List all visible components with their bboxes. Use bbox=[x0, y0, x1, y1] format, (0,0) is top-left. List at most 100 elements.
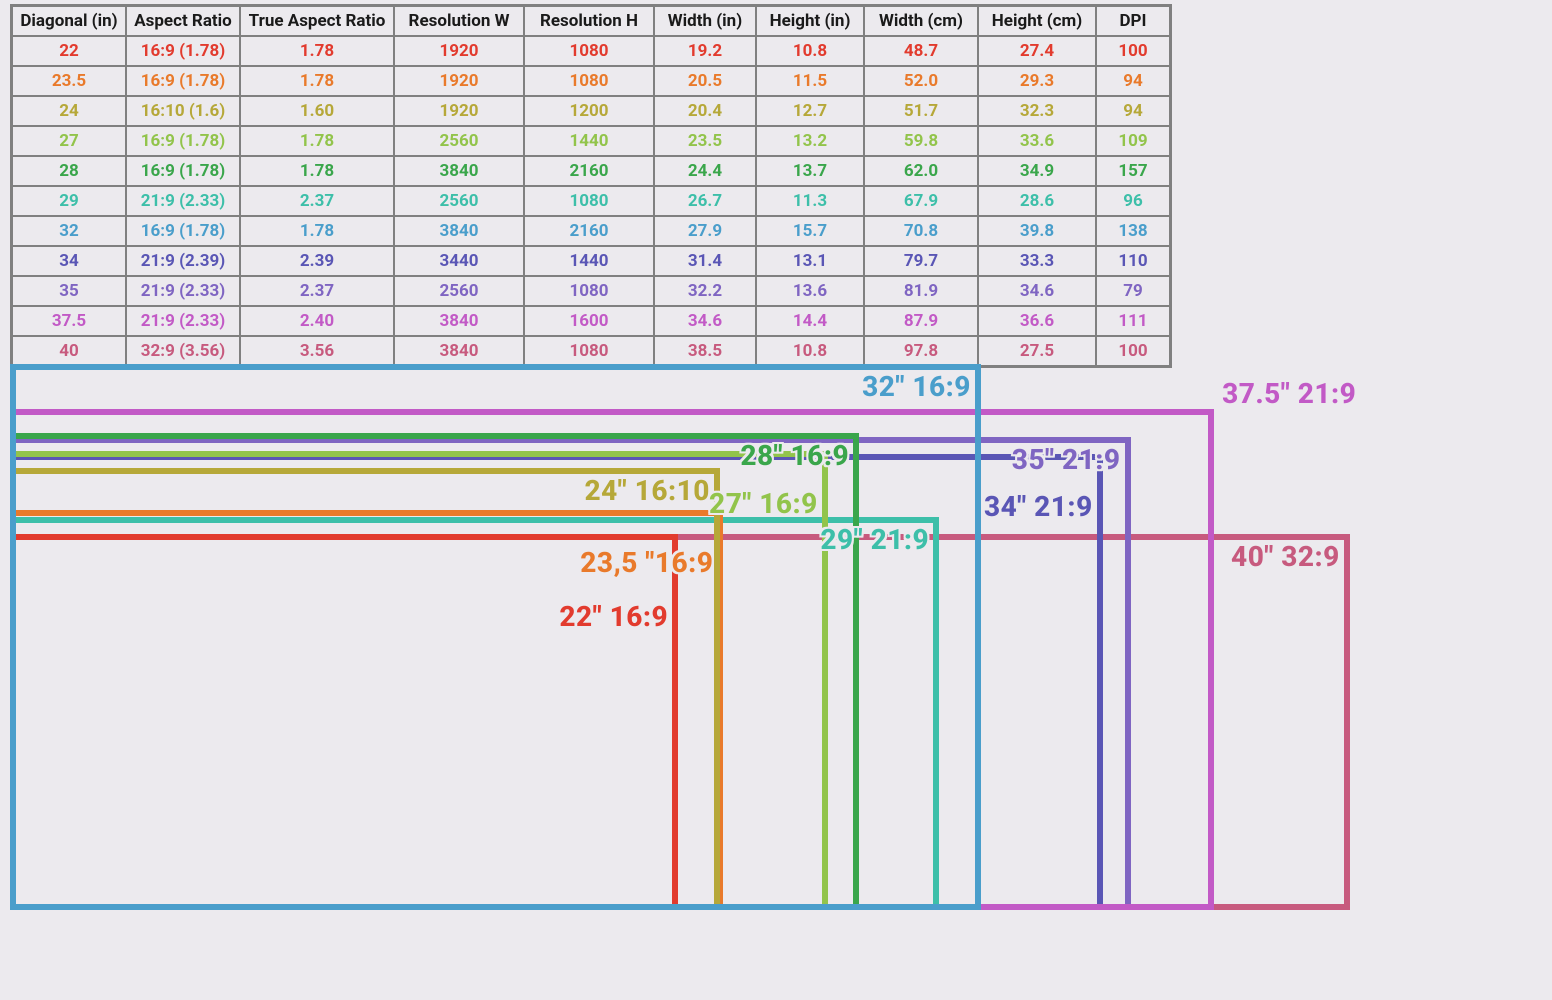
table-cell: 29.3 bbox=[978, 66, 1096, 96]
table-cell: 1440 bbox=[524, 126, 654, 156]
table-cell: 2.37 bbox=[240, 276, 394, 306]
table-cell: 24.4 bbox=[654, 156, 756, 186]
table-cell: 14.4 bbox=[756, 306, 864, 336]
table-cell: 2560 bbox=[394, 276, 524, 306]
table-row: 3421:9 (2.39)2.393440144031.413.179.733.… bbox=[12, 246, 1170, 276]
table-cell: 2160 bbox=[524, 156, 654, 186]
monitor-label: 24" 16:10 bbox=[585, 474, 710, 507]
table-cell: 1200 bbox=[524, 96, 654, 126]
table-cell: 21:9 (2.33) bbox=[126, 276, 240, 306]
table-cell: 96 bbox=[1096, 186, 1170, 216]
table-cell: 11.5 bbox=[756, 66, 864, 96]
table-cell: 109 bbox=[1096, 126, 1170, 156]
table-cell: 16:9 (1.78) bbox=[126, 216, 240, 246]
table-cell: 13.1 bbox=[756, 246, 864, 276]
table-cell: 1.78 bbox=[240, 216, 394, 246]
col-header: Resolution W bbox=[394, 6, 524, 36]
col-header: Diagonal (in) bbox=[12, 6, 126, 36]
table-row: 23.516:9 (1.78)1.781920108020.511.552.02… bbox=[12, 66, 1170, 96]
table-cell: 1080 bbox=[524, 186, 654, 216]
col-header: Width (cm) bbox=[864, 6, 978, 36]
table-row: 2816:9 (1.78)1.783840216024.413.762.034.… bbox=[12, 156, 1170, 186]
table-cell: 1440 bbox=[524, 246, 654, 276]
table-cell: 21:9 (2.39) bbox=[126, 246, 240, 276]
col-header: Aspect Ratio bbox=[126, 6, 240, 36]
monitor-label: 29" 21:9 bbox=[820, 523, 929, 556]
table-row: 3521:9 (2.33)2.372560108032.213.681.934.… bbox=[12, 276, 1170, 306]
table-cell: 24 bbox=[12, 96, 126, 126]
table-cell: 26.7 bbox=[654, 186, 756, 216]
table-cell: 1920 bbox=[394, 36, 524, 66]
table-cell: 13.6 bbox=[756, 276, 864, 306]
monitor-label: 35" 21:9 bbox=[1012, 443, 1121, 476]
monitor-label: 27" 16:9 bbox=[709, 487, 818, 520]
table-cell: 79 bbox=[1096, 276, 1170, 306]
table-cell: 62.0 bbox=[864, 156, 978, 186]
table-cell: 1.78 bbox=[240, 156, 394, 186]
table-cell: 16:9 (1.78) bbox=[126, 126, 240, 156]
col-header: Height (in) bbox=[756, 6, 864, 36]
table-cell: 2160 bbox=[524, 216, 654, 246]
table-cell: 51.7 bbox=[864, 96, 978, 126]
table-row: 2716:9 (1.78)1.782560144023.513.259.833.… bbox=[12, 126, 1170, 156]
table-row: 37.521:9 (2.33)2.403840160034.614.487.93… bbox=[12, 306, 1170, 336]
table-cell: 33.6 bbox=[978, 126, 1096, 156]
table-cell: 1.78 bbox=[240, 66, 394, 96]
table-cell: 48.7 bbox=[864, 36, 978, 66]
monitor-label: 28" 16:9 bbox=[740, 439, 849, 472]
table-cell: 31.4 bbox=[654, 246, 756, 276]
table-cell: 2.39 bbox=[240, 246, 394, 276]
table-cell: 2.37 bbox=[240, 186, 394, 216]
table-cell: 67.9 bbox=[864, 186, 978, 216]
table-cell: 1.60 bbox=[240, 96, 394, 126]
table-row: 3216:9 (1.78)1.783840216027.915.770.839.… bbox=[12, 216, 1170, 246]
table-cell: 157 bbox=[1096, 156, 1170, 186]
table-cell: 37.5 bbox=[12, 306, 126, 336]
table-cell: 52.0 bbox=[864, 66, 978, 96]
table-cell: 3440 bbox=[394, 246, 524, 276]
col-header: DPI bbox=[1096, 6, 1170, 36]
table-cell: 70.8 bbox=[864, 216, 978, 246]
table-cell: 2560 bbox=[394, 186, 524, 216]
table-cell: 2560 bbox=[394, 126, 524, 156]
table-cell: 1080 bbox=[524, 66, 654, 96]
table-cell: 34.6 bbox=[654, 306, 756, 336]
table-cell: 16:10 (1.6) bbox=[126, 96, 240, 126]
monitor-label: 40" 32:9 bbox=[1231, 540, 1340, 573]
table-cell: 35 bbox=[12, 276, 126, 306]
table-cell: 20.4 bbox=[654, 96, 756, 126]
table-cell: 1.78 bbox=[240, 126, 394, 156]
table-cell: 111 bbox=[1096, 306, 1170, 336]
table-cell: 28 bbox=[12, 156, 126, 186]
monitor-label: 23,5 "16:9 bbox=[580, 546, 713, 579]
table-cell: 16:9 (1.78) bbox=[126, 36, 240, 66]
table-cell: 59.8 bbox=[864, 126, 978, 156]
table-cell: 21:9 (2.33) bbox=[126, 306, 240, 336]
table-cell: 15.7 bbox=[756, 216, 864, 246]
table-cell: 27.9 bbox=[654, 216, 756, 246]
table-cell: 1600 bbox=[524, 306, 654, 336]
table-cell: 28.6 bbox=[978, 186, 1096, 216]
table-cell: 94 bbox=[1096, 66, 1170, 96]
table-cell: 32.2 bbox=[654, 276, 756, 306]
table-cell: 138 bbox=[1096, 216, 1170, 246]
table-cell: 3840 bbox=[394, 216, 524, 246]
table-cell: 32 bbox=[12, 216, 126, 246]
table-cell: 23.5 bbox=[654, 126, 756, 156]
table-cell: 23.5 bbox=[12, 66, 126, 96]
table-cell: 100 bbox=[1096, 36, 1170, 66]
table-row: 2921:9 (2.33)2.372560108026.711.367.928.… bbox=[12, 186, 1170, 216]
col-header: Resolution H bbox=[524, 6, 654, 36]
table-cell: 39.8 bbox=[978, 216, 1096, 246]
table-cell: 34.6 bbox=[978, 276, 1096, 306]
table-cell: 13.7 bbox=[756, 156, 864, 186]
table-cell: 1920 bbox=[394, 96, 524, 126]
monitor-label: 37.5" 21:9 bbox=[1222, 377, 1356, 410]
table-cell: 2.40 bbox=[240, 306, 394, 336]
table-cell: 29 bbox=[12, 186, 126, 216]
col-header: Height (cm) bbox=[978, 6, 1096, 36]
table-cell: 1080 bbox=[524, 36, 654, 66]
table-cell: 34.9 bbox=[978, 156, 1096, 186]
table-cell: 1080 bbox=[524, 276, 654, 306]
table-cell: 12.7 bbox=[756, 96, 864, 126]
